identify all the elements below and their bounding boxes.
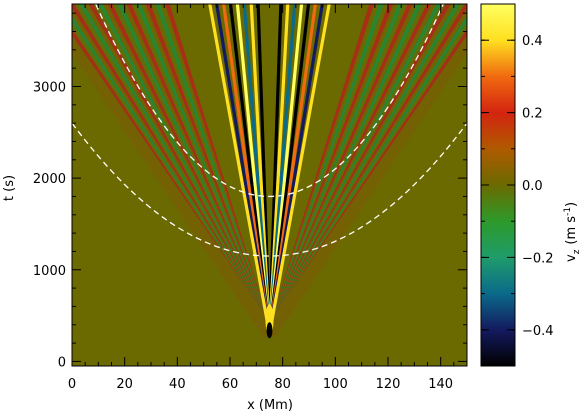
wave-ray-outer — [263, 35, 467, 338]
colorbar-label-main: v — [564, 254, 579, 262]
x-tick-label: 0 — [68, 377, 76, 392]
colorbar-tick-label: −0.2 — [522, 251, 554, 266]
y-tick-label: 2000 — [33, 172, 66, 187]
colorbar-tick-label: 0.2 — [522, 107, 543, 122]
colorbar-ticks: −0.4 −0.2 0.0 0.2 0.4 — [481, 3, 554, 367]
wave-field — [72, 4, 467, 339]
colorbar-label-sub: z — [572, 249, 582, 254]
y-tick-label: 1000 — [33, 264, 66, 279]
colorbar-label-units: (m s — [564, 216, 579, 245]
reference-curve — [95, 4, 444, 197]
colorbar-tick-label: −0.4 — [522, 324, 554, 339]
colorbar-tick-label: 0.4 — [522, 34, 543, 49]
x-tick-label: 80 — [274, 377, 291, 392]
x-tick-label: 140 — [428, 377, 453, 392]
x-axis-label: x (Mm) — [247, 398, 293, 413]
y-tick-label: 0 — [58, 355, 66, 370]
wave-ray-inner — [267, 4, 331, 335]
colorbar-label: vz (m s-1) — [563, 202, 582, 262]
colorbar: −0.4 −0.2 0.0 0.2 0.4 vz (m s-1) — [480, 3, 582, 367]
x-tick-label: 60 — [222, 377, 239, 392]
colorbar-tick-label: 0.0 — [522, 179, 543, 194]
colorbar-label-sup: -1 — [563, 207, 573, 216]
wave-ray-inner — [208, 4, 272, 335]
x-tick-label: 100 — [323, 377, 348, 392]
source-dark-core — [266, 322, 273, 339]
wave-ray-outer — [72, 35, 276, 338]
y-axis-ticks: 0 1000 2000 3000 — [33, 12, 467, 370]
x-tick-label: 120 — [376, 377, 401, 392]
x-axis-ticks: 0 20 40 60 80 100 120 140 — [68, 4, 468, 392]
x-tick-label: 20 — [116, 377, 133, 392]
reference-curves — [72, 4, 467, 257]
y-tick-label: 3000 — [33, 80, 66, 95]
x-tick-label: 40 — [169, 377, 186, 392]
reference-curve — [72, 122, 467, 257]
y-axis-label: t (s) — [2, 175, 17, 201]
colorbar-label-close: ) — [564, 202, 579, 207]
